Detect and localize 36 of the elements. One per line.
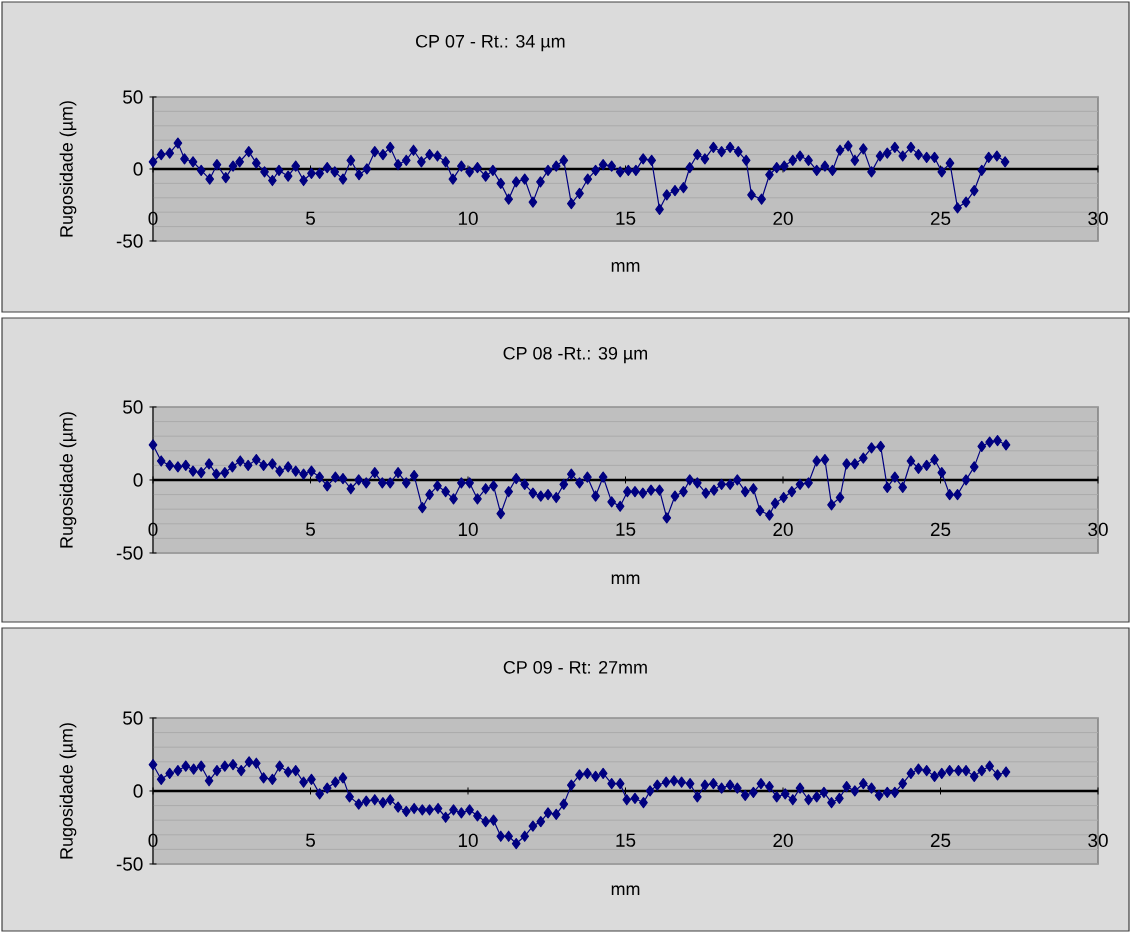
x-tick-label: 25 xyxy=(930,833,951,848)
x-tick-label: 20 xyxy=(773,522,793,537)
x-axis-title: mm xyxy=(611,262,640,272)
x-tick-label: 10 xyxy=(458,522,478,537)
x-tick-label: 5 xyxy=(306,522,315,536)
y-tick-label: 0 xyxy=(133,473,143,487)
x-tick-label: 30 xyxy=(1088,833,1108,848)
chart-title: CP 09 - Rt: 27mm xyxy=(503,660,647,674)
chart-title: CP 07 - Rt.: 34 µm xyxy=(416,34,565,52)
y-tick-label: 50 xyxy=(123,90,143,104)
y-tick-label: -50 xyxy=(116,857,143,871)
x-tick-label: 30 xyxy=(1088,211,1108,226)
y-tick-label: 0 xyxy=(133,162,143,176)
y-tick-label: 50 xyxy=(123,711,143,725)
y-tick-label: 50 xyxy=(123,400,143,414)
x-axis-title: mm xyxy=(611,574,640,585)
y-tick-label: -50 xyxy=(116,234,143,248)
x-tick-label: 5 xyxy=(306,211,315,225)
x-tick-label: 25 xyxy=(930,522,951,537)
x-tick-label: 25 xyxy=(930,211,951,226)
x-tick-label: 5 xyxy=(306,833,315,847)
x-axis-title: mm xyxy=(611,885,640,896)
x-tick-label: 15 xyxy=(616,522,636,536)
x-tick-label: 20 xyxy=(773,211,793,226)
x-tick-label: 30 xyxy=(1088,522,1108,537)
y-axis-title: Rugosidade (µm) xyxy=(59,723,77,859)
x-tick-label: 15 xyxy=(616,833,636,847)
x-tick-label: 15 xyxy=(616,211,636,225)
y-tick-label: -50 xyxy=(116,546,143,560)
y-tick-label: 0 xyxy=(133,784,143,798)
chart-title: CP 08 -Rt.: 39 µm xyxy=(503,346,647,364)
x-tick-label: 20 xyxy=(773,833,793,848)
x-tick-label: 10 xyxy=(458,833,478,848)
x-tick-label: 10 xyxy=(458,211,478,226)
y-axis-title: Rugosidade (µm) xyxy=(59,101,77,237)
y-axis-title: Rugosidade (µm) xyxy=(59,412,77,548)
